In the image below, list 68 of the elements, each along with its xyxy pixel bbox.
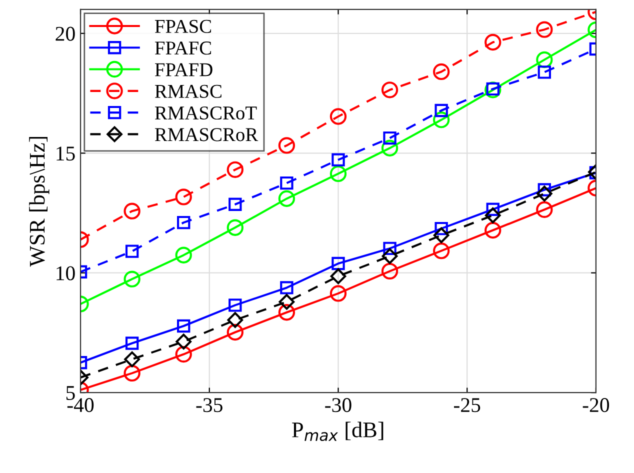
point — [125, 244, 139, 258]
point — [486, 202, 500, 216]
point — [332, 153, 345, 166]
point — [125, 336, 139, 350]
point — [538, 66, 552, 79]
x-tick-label: -35 — [196, 398, 222, 412]
point — [484, 34, 502, 51]
point — [175, 246, 192, 264]
point — [434, 104, 448, 118]
x-axis-title: P$_{max}$ [dB] — [292, 422, 384, 442]
point — [536, 186, 552, 202]
point — [330, 165, 347, 182]
point — [124, 351, 140, 368]
point — [383, 131, 396, 145]
point — [433, 227, 450, 244]
point — [226, 161, 244, 178]
point — [175, 346, 192, 363]
legend-label: RMASCRoT — [154, 106, 257, 120]
point — [226, 219, 244, 236]
point — [381, 82, 398, 98]
point — [484, 207, 501, 224]
legend-label: FPAFC — [154, 42, 212, 55]
point — [432, 112, 450, 128]
point — [227, 312, 244, 328]
y-tick-label: 5 — [66, 386, 75, 400]
point — [278, 304, 296, 321]
point — [177, 216, 190, 230]
point — [536, 51, 553, 68]
y-tick-label: 20 — [56, 26, 75, 41]
point — [124, 202, 140, 220]
x-tick-label: -25 — [454, 398, 480, 412]
legend-label: RMASCRoR — [154, 128, 258, 142]
x-tick-label: -30 — [325, 398, 352, 412]
point — [226, 324, 244, 341]
point — [124, 270, 140, 288]
y-tick-label: 10 — [56, 266, 75, 280]
point — [176, 334, 192, 350]
point — [332, 256, 345, 270]
point — [228, 298, 242, 312]
y-axis-title: WSR [bps\Hz] — [29, 136, 50, 267]
point — [536, 21, 553, 38]
point — [330, 285, 347, 302]
x-tick-label: -40 — [67, 398, 94, 412]
point — [432, 242, 450, 260]
legend-label: FPAFD — [154, 63, 212, 76]
point — [330, 108, 347, 125]
point — [383, 242, 396, 256]
point — [175, 188, 192, 206]
point — [432, 63, 450, 80]
point — [278, 190, 296, 207]
point — [381, 140, 398, 156]
x-tick-label: -20 — [582, 398, 610, 412]
point — [484, 222, 502, 239]
point — [278, 294, 295, 310]
point — [177, 319, 190, 333]
legend-label: FPASC — [154, 20, 212, 33]
point — [330, 268, 346, 284]
legend-label: RMASC — [154, 84, 222, 98]
point — [382, 248, 398, 264]
point — [278, 137, 296, 154]
point — [280, 176, 294, 190]
point — [124, 364, 140, 382]
point — [538, 183, 552, 196]
point — [280, 281, 294, 294]
point — [536, 201, 553, 218]
point — [228, 198, 242, 211]
point — [381, 262, 398, 280]
y-tick-label: 15 — [56, 146, 75, 161]
